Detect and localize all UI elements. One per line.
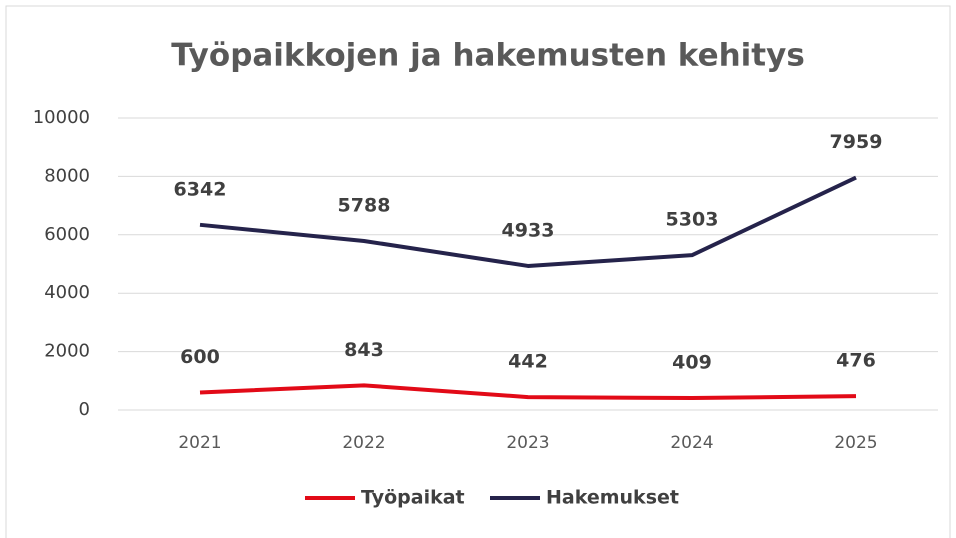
data-label: 409 [672, 352, 712, 374]
data-label: 600 [180, 346, 220, 368]
data-label: 7959 [830, 131, 883, 153]
y-tick-label: 6000 [44, 224, 90, 245]
y-tick-label: 2000 [44, 341, 90, 362]
x-tick-label: 2024 [670, 433, 713, 453]
y-tick-label: 4000 [44, 282, 90, 303]
data-label: 4933 [502, 219, 555, 241]
data-label: 6342 [174, 178, 227, 200]
x-tick-label: 2023 [506, 433, 549, 453]
y-tick-label: 0 [79, 399, 90, 420]
y-tick-label: 8000 [44, 165, 90, 186]
data-label: 5303 [666, 209, 719, 231]
data-label: 843 [344, 339, 384, 361]
chart-title: Työpaikkojen ja hakemusten kehitys [171, 38, 805, 74]
x-tick-label: 2022 [342, 433, 385, 453]
data-label: 442 [508, 351, 548, 373]
data-label: 476 [836, 350, 876, 372]
chart-frame [5, 5, 951, 538]
series-line [199, 383, 857, 401]
data-label: 5788 [338, 194, 391, 216]
x-tick-label: 2025 [834, 433, 877, 453]
legend-label: Työpaikat [361, 487, 465, 509]
y-tick-label: 10000 [33, 107, 90, 128]
x-tick-label: 2021 [178, 433, 221, 453]
series-line [199, 175, 857, 268]
legend-label: Hakemukset [546, 487, 679, 509]
